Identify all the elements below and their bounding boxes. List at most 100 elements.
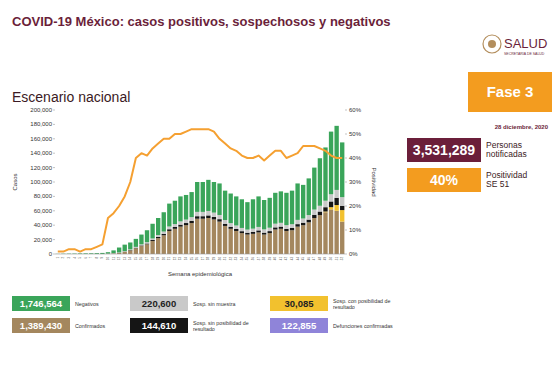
y-tick-label: 200,000: [30, 107, 52, 113]
bar: [206, 211, 210, 215]
bar: [273, 224, 277, 228]
bar: [334, 211, 338, 254]
bar: [273, 227, 277, 229]
x-tick-label: 9: [100, 257, 104, 259]
bar: [228, 227, 232, 229]
bar: [128, 250, 132, 251]
legend-label: Negativos: [75, 301, 99, 307]
date: 28 diciembre, 2020: [495, 124, 549, 130]
bar: [139, 246, 143, 247]
x-axis: [55, 254, 345, 255]
bar: [312, 218, 316, 254]
legend-swatch: [270, 296, 328, 311]
x-tick-label: 25: [190, 257, 194, 261]
bar: [340, 222, 344, 254]
y2-tick-label: 0%: [349, 251, 358, 257]
x-tick-label: 8: [95, 257, 99, 259]
text-line: resultado: [193, 326, 215, 332]
x-tick-label: 46: [307, 257, 311, 261]
x-tick-label: 35: [245, 257, 249, 261]
bar: [150, 238, 154, 240]
bar: [284, 229, 288, 231]
bar: [128, 242, 132, 249]
bar: [139, 245, 143, 247]
x-tick-label: 7: [89, 257, 93, 259]
bar: [318, 212, 322, 216]
y-tick: [53, 182, 55, 183]
bar: [184, 220, 188, 223]
y-tick: [53, 210, 55, 211]
y-tick: [53, 110, 55, 111]
bar: [189, 223, 193, 254]
bar: [245, 235, 249, 254]
x-tick-label: 6: [84, 257, 88, 259]
bar: [217, 219, 221, 221]
bar: [240, 233, 244, 254]
bar: [262, 200, 266, 229]
y2-tick-label: 50%: [349, 131, 362, 137]
bar: [262, 235, 266, 254]
x-tick-label: 34: [240, 257, 244, 261]
bar: [228, 223, 232, 227]
x-tick-label: 26: [195, 257, 199, 261]
bar: [195, 212, 199, 216]
logo-emblem: [483, 35, 501, 53]
y2-tick: [345, 110, 347, 111]
x-tick-label: 37: [257, 257, 261, 261]
bar: [162, 235, 166, 254]
x-tick-label: 11: [112, 257, 116, 260]
bar: [189, 217, 193, 221]
x-tick-label: 10: [106, 257, 110, 261]
bar: [245, 230, 249, 233]
y-axis-label: Casos: [12, 173, 18, 190]
bar: [307, 215, 311, 220]
bar: [329, 209, 333, 254]
bar: [189, 221, 193, 223]
bar: [150, 240, 154, 241]
x-tick-label: 49: [323, 257, 327, 261]
bar: [340, 210, 344, 222]
info-caption: PositividadSE 51: [486, 170, 527, 189]
bar: [145, 230, 149, 242]
legend-swatch: [130, 296, 188, 311]
y-tick-label: 140,000: [30, 150, 52, 156]
legend-swatch: [270, 318, 328, 333]
bar: [162, 232, 166, 234]
bar: [212, 219, 216, 254]
bar: [268, 198, 272, 228]
bar: [223, 226, 227, 254]
bar: [323, 207, 327, 211]
legend-swatch: [130, 318, 188, 333]
subtitle: Escenario nacional: [12, 89, 130, 105]
bar: [162, 212, 166, 231]
bar: [301, 225, 305, 254]
x-tick-label: 20: [162, 257, 166, 261]
bar: [234, 229, 238, 231]
bar: [134, 248, 138, 254]
bar: [268, 231, 272, 233]
y2-tick-label: 10%: [349, 227, 362, 233]
y-tick-label: 180,000: [30, 121, 52, 127]
bar: [334, 205, 338, 211]
x-tick-label: 22: [173, 257, 177, 261]
bar: [117, 252, 121, 253]
bar: [184, 195, 188, 220]
x-tick-label: 32: [229, 257, 233, 261]
x-tick-label: 21: [167, 257, 171, 261]
bar: [323, 147, 327, 200]
bar: [184, 225, 188, 254]
text-line: SE 51: [486, 179, 509, 189]
y-tick-label: 120,000: [30, 165, 52, 171]
y2-tick-label: 20%: [349, 203, 362, 209]
bar: [223, 224, 227, 226]
bar: [256, 196, 260, 227]
bar: [145, 242, 149, 243]
bar: [295, 220, 299, 224]
legend-label: Defunciones confirmadas: [333, 323, 393, 329]
phase: Fase 3: [487, 83, 534, 100]
bar: [234, 225, 238, 228]
y-tick-label: 80,000: [34, 193, 53, 199]
text-line: resultado: [333, 304, 355, 310]
bar: [123, 251, 127, 252]
bar: [323, 201, 327, 207]
